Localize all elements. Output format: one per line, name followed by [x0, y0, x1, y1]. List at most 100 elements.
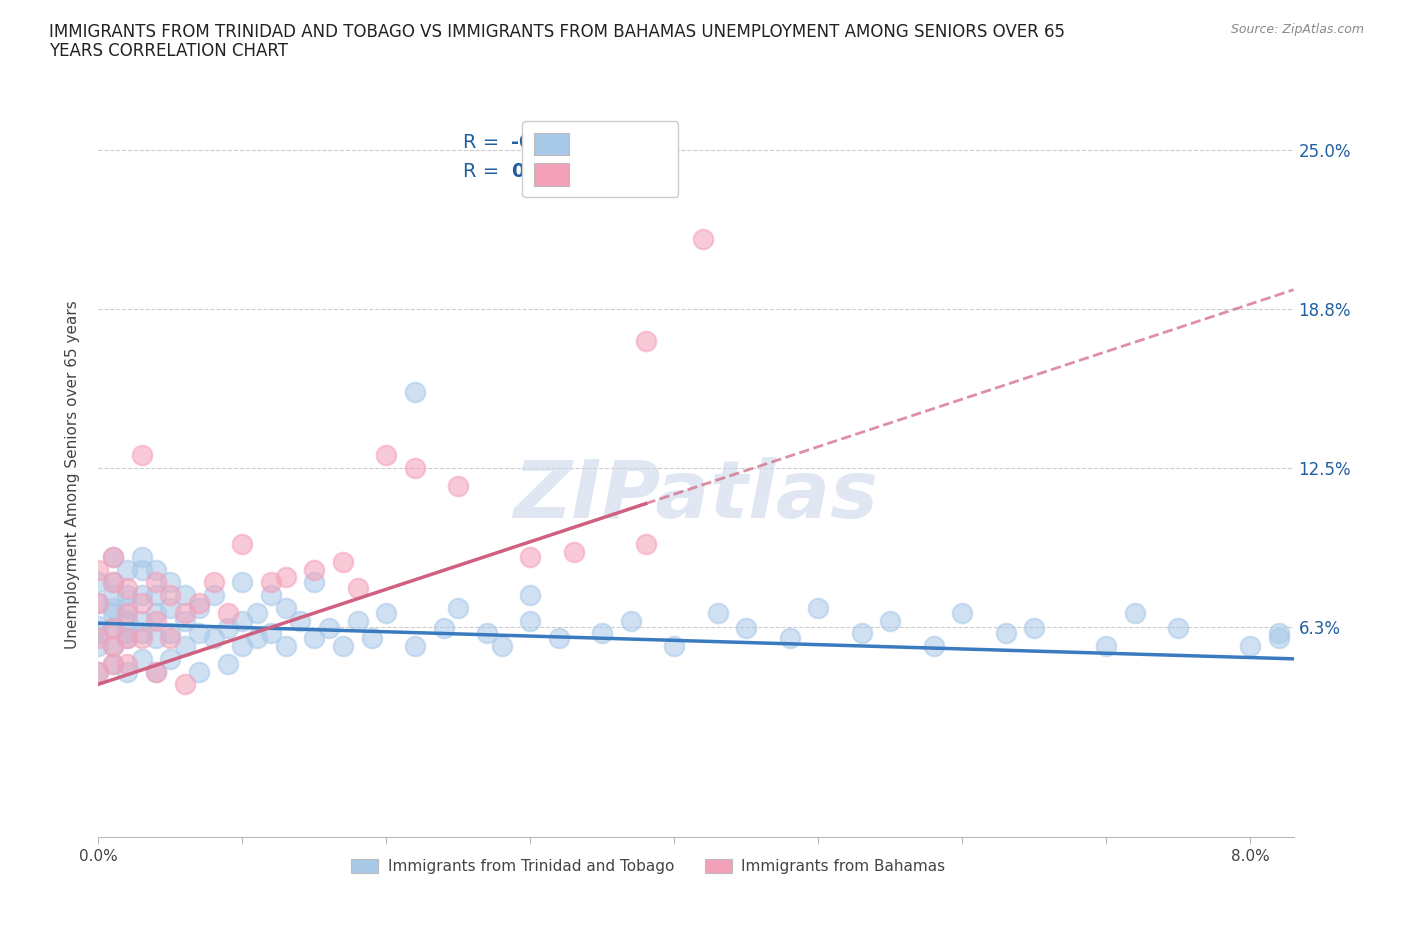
Text: R =: R =	[463, 133, 505, 153]
Point	[145, 613, 167, 628]
Point	[188, 595, 211, 610]
Point	[692, 232, 714, 246]
Text: YEARS CORRELATION CHART: YEARS CORRELATION CHART	[49, 42, 288, 60]
Point	[231, 537, 253, 551]
Point	[202, 631, 225, 646]
Point	[562, 544, 585, 559]
Point	[145, 631, 167, 646]
Point	[87, 575, 110, 590]
Point	[202, 575, 225, 590]
Point	[131, 550, 153, 565]
Point	[447, 601, 470, 616]
Text: 92: 92	[643, 133, 669, 153]
Text: -0.134: -0.134	[510, 133, 581, 153]
Point	[188, 626, 211, 641]
Point	[115, 657, 138, 671]
Point	[375, 605, 398, 620]
Point	[101, 657, 124, 671]
Point	[994, 626, 1017, 641]
Point	[664, 639, 686, 654]
Point	[231, 575, 253, 590]
Point	[1268, 626, 1291, 641]
Point	[447, 478, 470, 493]
Point	[491, 639, 513, 654]
Point	[131, 563, 153, 578]
Point	[115, 664, 138, 679]
Point	[188, 664, 211, 679]
Point	[145, 605, 167, 620]
Point	[246, 631, 269, 646]
Point	[101, 621, 124, 636]
Text: ZIPatlas: ZIPatlas	[513, 457, 879, 535]
Point	[519, 613, 541, 628]
Point	[87, 618, 110, 633]
Point	[217, 657, 239, 671]
Text: 0.604: 0.604	[510, 162, 572, 180]
Point	[202, 588, 225, 603]
Point	[131, 626, 153, 641]
Point	[173, 605, 195, 620]
Point	[1095, 639, 1118, 654]
Point	[101, 621, 124, 636]
Point	[304, 631, 326, 646]
Point	[101, 550, 124, 565]
Text: R =: R =	[463, 162, 505, 180]
Point	[548, 631, 571, 646]
Point	[101, 639, 124, 654]
Point	[159, 631, 181, 646]
Point	[1024, 621, 1046, 636]
Text: N =: N =	[595, 162, 651, 180]
Point	[115, 631, 138, 646]
Point	[173, 677, 195, 692]
Point	[145, 664, 167, 679]
Text: 40: 40	[643, 162, 669, 180]
Point	[620, 613, 643, 628]
Point	[274, 570, 297, 585]
Point	[1268, 631, 1291, 646]
Point	[332, 639, 354, 654]
Point	[519, 550, 541, 565]
Point	[260, 626, 283, 641]
Point	[1167, 621, 1189, 636]
Point	[115, 613, 138, 628]
Point	[115, 631, 138, 646]
Point	[950, 605, 973, 620]
Point	[87, 595, 110, 610]
Point	[159, 626, 181, 641]
Point	[346, 613, 368, 628]
Point	[131, 595, 153, 610]
Point	[634, 537, 657, 551]
Point	[807, 601, 830, 616]
Point	[115, 601, 138, 616]
Point	[1123, 605, 1146, 620]
Y-axis label: Unemployment Among Seniors over 65 years: Unemployment Among Seniors over 65 years	[65, 300, 80, 649]
Point	[188, 601, 211, 616]
Point	[274, 601, 297, 616]
Point	[346, 580, 368, 595]
Point	[304, 563, 326, 578]
Point	[361, 631, 384, 646]
Point	[145, 563, 167, 578]
Point	[217, 621, 239, 636]
Point	[101, 605, 124, 620]
Point	[87, 563, 110, 578]
Point	[101, 601, 124, 616]
Point	[173, 613, 195, 628]
Point	[404, 639, 426, 654]
Point	[304, 575, 326, 590]
Point	[101, 657, 124, 671]
Point	[115, 563, 138, 578]
Point	[159, 575, 181, 590]
Point	[318, 621, 340, 636]
Point	[779, 631, 801, 646]
Point	[404, 460, 426, 475]
Point	[246, 605, 269, 620]
Point	[115, 580, 138, 595]
Point	[706, 605, 728, 620]
Point	[274, 639, 297, 654]
Point	[101, 575, 124, 590]
Text: Source: ZipAtlas.com: Source: ZipAtlas.com	[1230, 23, 1364, 36]
Point	[288, 613, 311, 628]
Point	[101, 639, 124, 654]
Point	[231, 639, 253, 654]
